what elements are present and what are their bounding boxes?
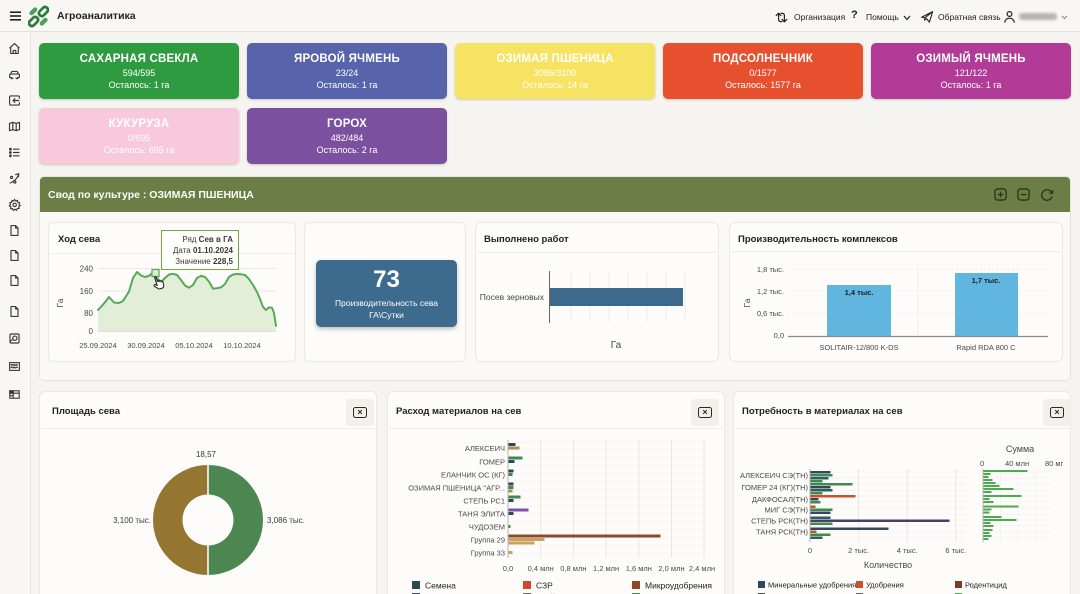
svg-text:0,0: 0,0 — [503, 564, 513, 573]
svg-text:ТАНЯ ЭЛИТА: ТАНЯ ЭЛИТА — [458, 510, 505, 519]
svg-text:АЛЕКСЕИЧ: АЛЕКСЕИЧ — [465, 444, 505, 453]
svg-text:1,2 млн: 1,2 млн — [593, 564, 619, 573]
svg-text:240: 240 — [80, 265, 94, 274]
svg-text:ЧУДОЗЕМ: ЧУДОЗЕМ — [469, 523, 505, 532]
svg-text:25.09.2024: 25.09.2024 — [79, 341, 117, 350]
svg-text:80: 80 — [84, 309, 93, 318]
svg-text:1,7 тыс.: 1,7 тыс. — [972, 276, 1001, 285]
svg-text:Га: Га — [611, 340, 622, 351]
svg-text:СТЕПЬ РСК(ТН): СТЕПЬ РСК(ТН) — [751, 517, 808, 526]
svg-text:ЕЛАНЧИК ОС (КГ): ЕЛАНЧИК ОС (КГ) — [441, 471, 505, 480]
svg-text:СЗР (КГ): СЗР (КГ) — [768, 593, 799, 594]
svg-text:ГОМЕР 24 (КГ)(ТН): ГОМЕР 24 (КГ)(ТН) — [741, 483, 808, 492]
svg-text:Количество: Количество — [864, 560, 912, 570]
svg-text:Rapid RDA 800 C: Rapid RDA 800 C — [956, 343, 1016, 352]
svg-text:ТАНЯ РСК(ТН): ТАНЯ РСК(ТН) — [756, 528, 808, 537]
svg-text:2,0 млн: 2,0 млн — [658, 564, 684, 573]
svg-text:Прочее: Прочее — [866, 593, 892, 594]
svg-text:ДАКФОСАЛ(ТН): ДАКФОСАЛ(ТН) — [752, 495, 809, 504]
svg-text:2,4 млн: 2,4 млн — [689, 564, 715, 573]
svg-text:Группа 33: Группа 33 — [471, 549, 505, 558]
svg-text:Микроудобрения: Микроудобрения — [645, 581, 712, 591]
svg-text:МИГ СЭ(ТН): МИГ СЭ(ТН) — [765, 506, 809, 515]
svg-text:АЛЕКСЕИЧ СЭ(ТН): АЛЕКСЕИЧ СЭ(ТН) — [740, 471, 808, 480]
svg-text:2 тыс.: 2 тыс. — [848, 546, 869, 555]
svg-text:1,6 млн: 1,6 млн — [626, 564, 652, 573]
svg-text:0,0: 0,0 — [774, 331, 784, 340]
svg-text:ВВ (КГ): ВВ (КГ) — [425, 592, 454, 594]
svg-text:40 млн: 40 млн — [1005, 459, 1029, 468]
svg-text:Семена: Семена — [425, 581, 456, 591]
svg-text:30.09.2024: 30.09.2024 — [127, 341, 165, 350]
svg-text:Родентицид: Родентицид — [965, 581, 1007, 590]
svg-text:Га: Га — [55, 298, 65, 307]
svg-text:СЗР: СЗР — [536, 581, 553, 591]
svg-text:0: 0 — [980, 459, 984, 468]
svg-text:0: 0 — [808, 546, 812, 555]
svg-text:ОЗИМАЯ ПШЕНИЦА "АГР...: ОЗИМАЯ ПШЕНИЦА "АГР... — [408, 484, 505, 493]
svg-text:Га: Га — [742, 298, 752, 307]
svg-text:05.10.2024: 05.10.2024 — [175, 341, 213, 350]
svg-text:Сумма: Сумма — [1006, 444, 1034, 454]
svg-text:Удобрения: Удобрения — [866, 581, 904, 590]
svg-text:4 тыс.: 4 тыс. — [897, 546, 918, 555]
svg-text:3,086 тыс.: 3,086 тыс. — [267, 516, 305, 525]
svg-text:Агрохимия: Агрохимия — [965, 593, 1002, 594]
svg-text:Прочее: Прочее — [645, 592, 675, 594]
svg-text:Группа 29: Группа 29 — [471, 536, 505, 545]
svg-text:Минеральные удобрения: Минеральные удобрения — [768, 581, 856, 590]
svg-text:SOLITAIR-12/800 K-DS: SOLITAIR-12/800 K-DS — [819, 343, 898, 352]
svg-text:Клей: Клей — [536, 592, 556, 594]
svg-text:1,4 тыс.: 1,4 тыс. — [845, 288, 874, 297]
svg-text:0,6 тыс.: 0,6 тыс. — [757, 309, 784, 318]
svg-text:80 мг: 80 мг — [1045, 459, 1064, 468]
svg-text:18,57: 18,57 — [196, 450, 217, 459]
svg-text:ГОМЕР: ГОМЕР — [479, 458, 505, 467]
svg-text:СТЕПЬ РС1: СТЕПЬ РС1 — [463, 497, 505, 506]
svg-text:0,4 млн: 0,4 млн — [528, 564, 554, 573]
svg-text:6 тыс.: 6 тыс. — [945, 546, 966, 555]
svg-text:1,2 тыс.: 1,2 тыс. — [757, 287, 784, 296]
svg-text:Посев зерновых: Посев зерновых — [480, 292, 545, 302]
svg-text:0,8 млн: 0,8 млн — [560, 564, 586, 573]
svg-text:0: 0 — [89, 327, 94, 336]
svg-text:10.10.2024: 10.10.2024 — [223, 341, 261, 350]
svg-text:3,100 тыс.: 3,100 тыс. — [113, 516, 151, 525]
svg-text:160: 160 — [80, 287, 94, 296]
svg-text:1,8 тыс.: 1,8 тыс. — [757, 265, 784, 274]
